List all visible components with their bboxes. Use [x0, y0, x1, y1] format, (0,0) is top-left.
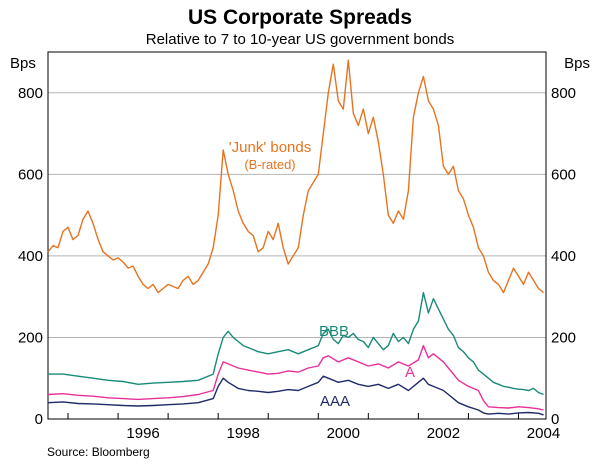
y-tick-left-0: 0 [35, 411, 43, 428]
y-tick-left-400: 400 [18, 248, 43, 265]
y-tick-left-200: 200 [18, 329, 43, 346]
y-tick-right-0: 0 [551, 411, 559, 428]
chart-title: US Corporate Spreads [188, 6, 412, 29]
annotation-bbb: BBB [319, 323, 349, 340]
y-tick-right-800: 800 [551, 85, 576, 102]
y-tick-left-800: 800 [18, 85, 43, 102]
series-line-bbb [48, 291, 544, 396]
y-axis-label-left: Bps [10, 55, 36, 72]
annotation-b-rated: (B-rated) [244, 157, 295, 172]
annotation-aaa: AAA [320, 393, 350, 410]
y-axis-ticks: 0 0 200 200 400 400 600 600 800 800 [18, 85, 576, 428]
x-tick-2004: 2004 [527, 425, 560, 442]
series-lines [47, 59, 544, 416]
y-tick-left-600: 600 [18, 166, 43, 183]
series-line-aaa [47, 375, 544, 416]
series-line-a [47, 344, 544, 411]
x-tick-1998: 1998 [227, 425, 260, 442]
gridlines [48, 92, 546, 338]
y-axis-label-right: Bps [564, 55, 590, 72]
y-tick-right-200: 200 [551, 329, 576, 346]
x-tick-2002: 2002 [427, 425, 460, 442]
annotation-a: A [405, 364, 415, 381]
x-tick-2000: 2000 [327, 425, 360, 442]
plot-frame [47, 51, 547, 420]
chart-subtitle: Relative to 7 to 10-year US government b… [146, 31, 455, 48]
y-tick-right-600: 600 [551, 166, 576, 183]
source-note: Source: Bloomberg [47, 445, 150, 459]
y-tick-right-400: 400 [551, 248, 576, 265]
annotation-junk-bonds: 'Junk' bonds [229, 139, 311, 156]
x-axis-ticks: 1996 1998 2000 2002 2004 [67, 413, 560, 442]
x-tick-1996: 1996 [126, 425, 159, 442]
series-line-junk-bonds [47, 59, 544, 294]
